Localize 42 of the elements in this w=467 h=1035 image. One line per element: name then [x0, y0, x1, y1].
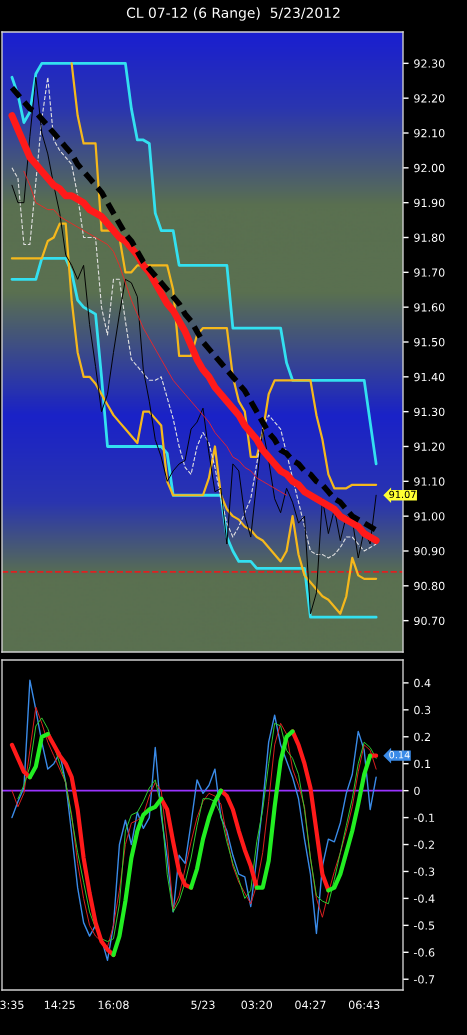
x-tick-label: 16:08	[98, 1000, 129, 1010]
y-tick-label: -0.7	[413, 975, 435, 984]
x-tick-label: 3:35	[0, 1000, 24, 1010]
y-tick-label: 92.00	[414, 163, 445, 173]
y-tick-label: 91.00	[414, 512, 445, 521]
line-series	[10, 61, 378, 466]
y-tick-label: 91.40	[414, 372, 445, 382]
y-tick-label: 0.2	[414, 732, 430, 742]
y-tick-label: 90.80	[414, 581, 445, 591]
y-tick-label: 90.90	[414, 546, 445, 556]
line-series	[23, 170, 288, 496]
y-tick-label: -0.1	[413, 813, 435, 822]
y-tick-label: 92.10	[414, 128, 445, 138]
y-tick-label: -0.5	[413, 921, 435, 930]
y-tick-label: 91.70	[414, 268, 445, 277]
y-tick-label: 0	[414, 786, 420, 796]
x-tick-label: 03:20	[241, 1000, 273, 1010]
y-tick-label: 91.20	[414, 442, 445, 451]
chart-title: CL 07-12 (6 Range) 5/23/2012	[126, 7, 340, 21]
y-tick-label: 91.90	[414, 198, 445, 208]
y-tick-label: -0.2	[413, 840, 434, 849]
text: 91.07	[389, 490, 416, 499]
y-tick-label: 91.80	[414, 233, 445, 242]
x-tick-label: 14:25	[44, 1000, 75, 1010]
y-tick-label: -0.3	[413, 867, 435, 876]
y-tick-label: -0.6	[413, 948, 435, 957]
y-tick-label: 0.4	[414, 678, 431, 688]
text: 0.14	[389, 751, 410, 759]
y-tick-label: 91.30	[414, 407, 445, 417]
y-tick-label: 91.50	[414, 337, 445, 347]
x-tick-label: 04:27	[295, 1000, 326, 1010]
y-tick-label: 91.60	[414, 303, 445, 312]
y-tick-label: -0.4	[413, 894, 435, 903]
y-tick-label: 90.70	[414, 616, 445, 626]
y-tick-label: 91.10	[414, 477, 445, 486]
y-tick-label: 0.1	[414, 759, 431, 769]
y-tick-label: 92.20	[414, 94, 445, 103]
x-tick-label: 06:43	[348, 1000, 380, 1010]
line-series	[70, 62, 378, 490]
y-tick-label: 92.30	[414, 59, 445, 68]
x-tick-label: 5/23	[191, 1000, 215, 1010]
y-tick-label: 0.3	[414, 705, 431, 715]
